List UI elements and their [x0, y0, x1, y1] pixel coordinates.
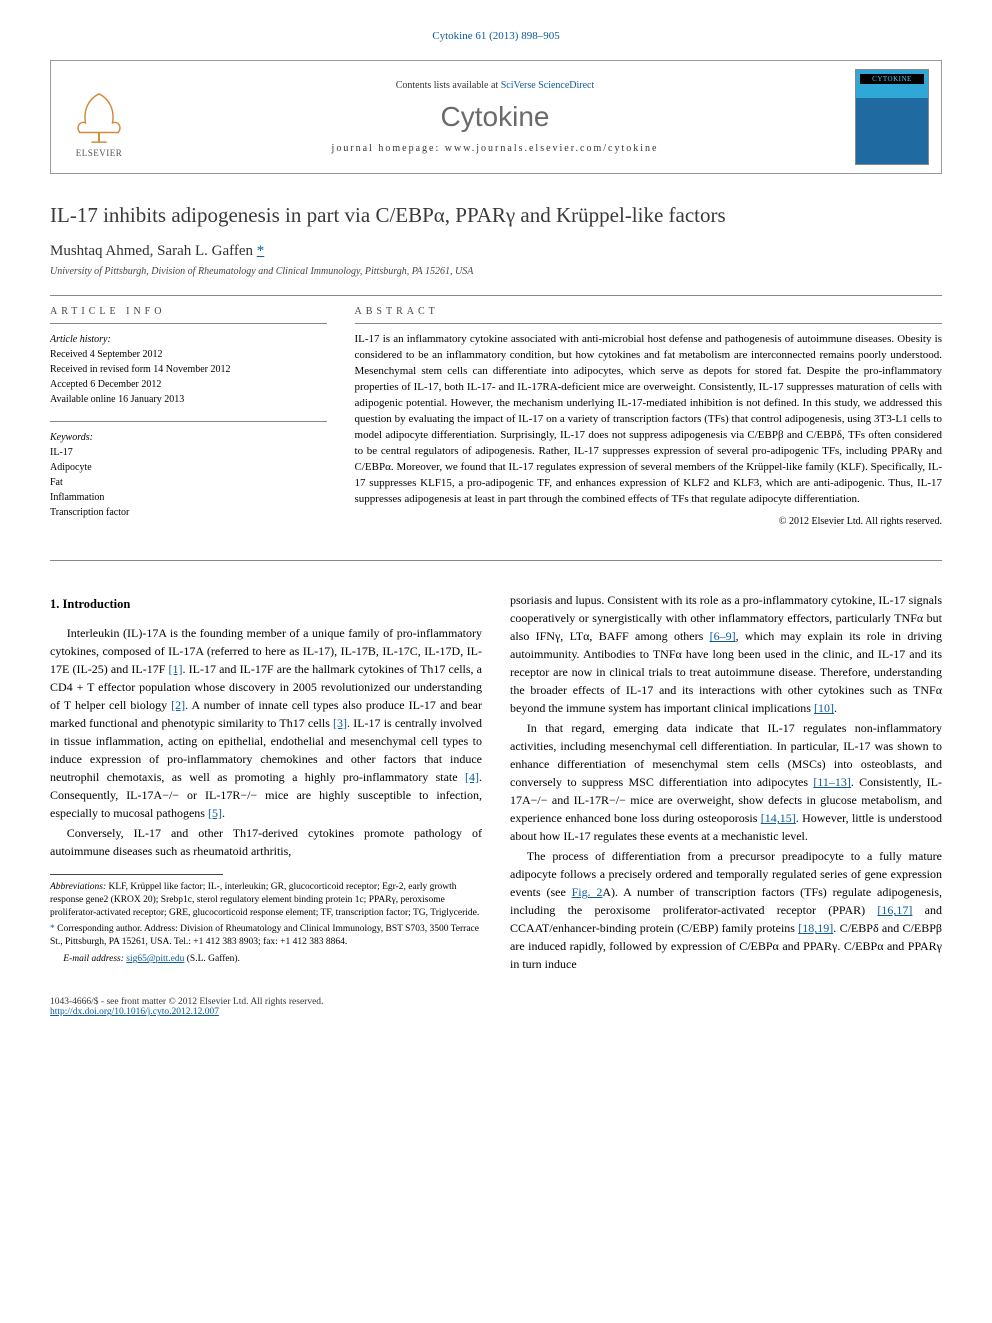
front-matter-line: 1043-4666/$ - see front matter © 2012 El…	[50, 997, 323, 1007]
ref-link[interactable]: [5]	[208, 806, 222, 820]
history-revised: Received in revised form 14 November 201…	[50, 362, 327, 377]
footnote-block: Abbreviations: KLF, Krüppel like factor;…	[50, 874, 482, 966]
ref-link[interactable]: [6–9]	[710, 629, 736, 643]
fig-link[interactable]: Fig. 2	[572, 885, 603, 899]
journal-name: Cytokine	[441, 101, 550, 133]
copyright: © 2012 Elsevier Ltd. All rights reserved…	[355, 516, 942, 527]
separator	[50, 560, 942, 561]
history-accepted: Accepted 6 December 2012	[50, 377, 327, 392]
page-footer: 1043-4666/$ - see front matter © 2012 El…	[50, 997, 942, 1017]
separator	[50, 295, 942, 296]
article-title: IL-17 inhibits adipogenesis in part via …	[50, 202, 942, 229]
abstract-heading: ABSTRACT	[355, 300, 942, 324]
journal-reference: Cytokine 61 (2013) 898–905	[50, 30, 942, 42]
article-info-column: ARTICLE INFO Article history: Received 4…	[50, 300, 327, 534]
body-columns: 1. Introduction Interleukin (IL)-17A is …	[50, 591, 942, 973]
body-paragraph: Conversely, IL-17 and other Th17-derived…	[50, 824, 482, 860]
info-separator	[50, 421, 327, 422]
doi-link[interactable]: http://dx.doi.org/10.1016/j.cyto.2012.12…	[50, 1007, 219, 1017]
body-paragraph: In that regard, emerging data indicate t…	[510, 719, 942, 845]
email-suffix: (S.L. Gaffen).	[184, 954, 240, 964]
author-names: Mushtaq Ahmed, Sarah L. Gaffen	[50, 243, 257, 259]
body-paragraph: The process of differentiation from a pr…	[510, 847, 942, 973]
abstract-text: IL-17 is an inflammatory cytokine associ…	[355, 332, 942, 507]
ref-link[interactable]: [14,15]	[761, 811, 796, 825]
affiliation: University of Pittsburgh, Division of Rh…	[50, 266, 942, 277]
ref-link[interactable]: [3]	[333, 716, 347, 730]
abstract-column: ABSTRACT IL-17 is an inflammatory cytoki…	[355, 300, 942, 534]
ref-link[interactable]: [16,17]	[877, 903, 912, 917]
contents-line: Contents lists available at SciVerse Sci…	[396, 80, 595, 91]
info-abstract-row: ARTICLE INFO Article history: Received 4…	[50, 300, 942, 534]
ref-link[interactable]: [10]	[814, 701, 834, 715]
article-history-block: Article history: Received 4 September 20…	[50, 332, 327, 407]
body-paragraph: psoriasis and lupus. Consistent with its…	[510, 591, 942, 717]
email-label: E-mail address:	[63, 954, 126, 964]
article-info-heading: ARTICLE INFO	[50, 300, 327, 324]
footer-left: 1043-4666/$ - see front matter © 2012 El…	[50, 997, 323, 1017]
elsevier-label: ELSEVIER	[76, 148, 123, 158]
abbreviations-footnote: Abbreviations: KLF, Krüppel like factor;…	[50, 881, 482, 919]
journal-cover-thumb: CYTOKINE	[855, 69, 929, 165]
keyword-item: Fat	[50, 475, 327, 490]
contents-prefix: Contents lists available at	[396, 80, 501, 91]
keyword-item: Inflammation	[50, 490, 327, 505]
homepage-prefix: journal homepage:	[332, 143, 445, 154]
history-received: Received 4 September 2012	[50, 347, 327, 362]
cover-label: CYTOKINE	[860, 74, 924, 84]
body-text: .	[222, 806, 225, 820]
keywords-block: Keywords: IL-17 Adipocyte Fat Inflammati…	[50, 430, 327, 520]
sciencedirect-link[interactable]: SciVerse ScienceDirect	[501, 80, 595, 91]
keyword-item: IL-17	[50, 445, 327, 460]
corresponding-star[interactable]: *	[257, 243, 265, 259]
elsevier-logo: ELSEVIER	[63, 76, 135, 158]
homepage-url: www.journals.elsevier.com/cytokine	[445, 143, 659, 154]
journal-header-box: ELSEVIER Contents lists available at Sci…	[50, 60, 942, 174]
ref-link[interactable]: [4]	[465, 770, 479, 784]
keyword-item: Transcription factor	[50, 505, 327, 520]
homepage-line: journal homepage: www.journals.elsevier.…	[332, 143, 659, 154]
history-label: Article history:	[50, 332, 327, 347]
footnote-separator	[50, 874, 223, 875]
body-text: .	[834, 701, 837, 715]
abbrev-text: KLF, Krüppel like factor; IL-, interleuk…	[50, 882, 479, 918]
keyword-item: Adipocyte	[50, 460, 327, 475]
ref-link[interactable]: [2]	[171, 698, 185, 712]
abbrev-label: Abbreviations:	[50, 882, 106, 892]
ref-link[interactable]: [18,19]	[798, 921, 833, 935]
intro-heading: 1. Introduction	[50, 595, 482, 614]
ref-link[interactable]: [1]	[169, 662, 183, 676]
ref-link[interactable]: [11–13]	[813, 775, 851, 789]
elsevier-tree-icon	[70, 88, 128, 146]
corresponding-footnote: * Corresponding author. Address: Divisio…	[50, 923, 482, 949]
email-footnote: E-mail address: sig65@pitt.edu (S.L. Gaf…	[50, 953, 482, 966]
history-online: Available online 16 January 2013	[50, 392, 327, 407]
header-center: Contents lists available at SciVerse Sci…	[135, 80, 855, 154]
email-link[interactable]: sig65@pitt.edu	[126, 954, 184, 964]
keywords-label: Keywords:	[50, 430, 327, 445]
corr-text: Corresponding author. Address: Division …	[50, 924, 479, 947]
body-paragraph: Interleukin (IL)-17A is the founding mem…	[50, 624, 482, 822]
authors: Mushtaq Ahmed, Sarah L. Gaffen *	[50, 243, 942, 260]
